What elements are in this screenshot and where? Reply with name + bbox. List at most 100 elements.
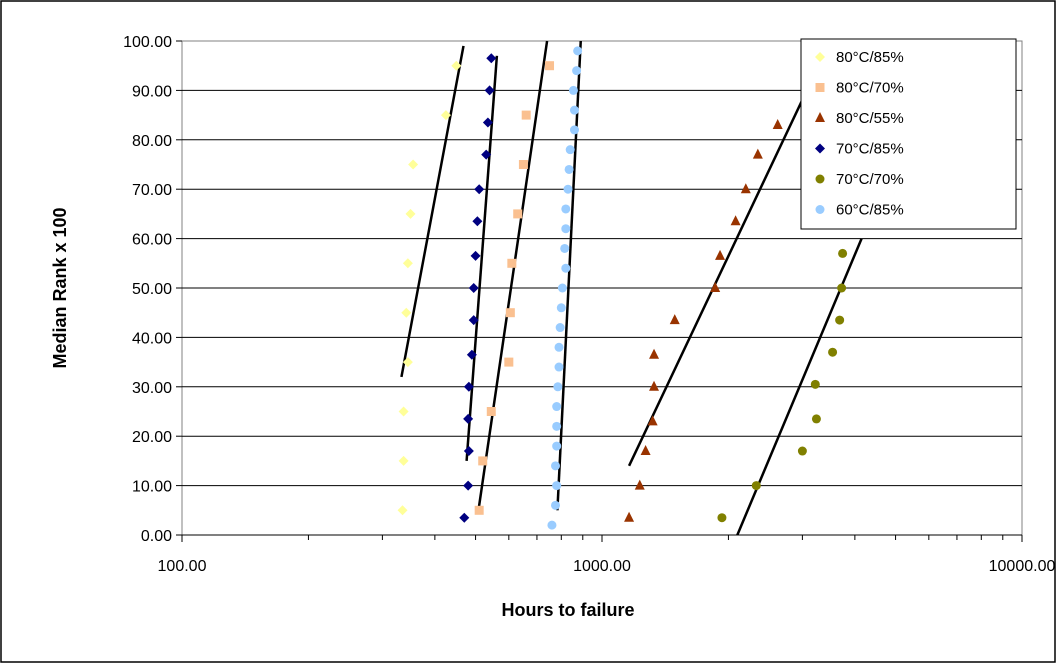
data-point	[486, 53, 497, 64]
fit-line	[400, 45, 465, 378]
data-point	[468, 315, 479, 326]
data-point	[482, 117, 493, 128]
legend-marker	[815, 143, 825, 154]
data-point	[552, 402, 562, 412]
data-point	[397, 505, 408, 516]
data-point	[797, 446, 807, 456]
data-point	[463, 381, 474, 392]
data-point	[835, 315, 845, 325]
data-point	[554, 362, 564, 372]
data-point	[545, 61, 555, 71]
y-tick-label: 30.00	[132, 380, 172, 397]
data-point	[398, 406, 409, 417]
data-point	[484, 85, 495, 96]
x-tick-label: 10000.00	[989, 558, 1056, 575]
data-point	[402, 357, 413, 368]
data-point	[837, 283, 847, 293]
data-point	[518, 160, 528, 169]
y-tick-label: 100.00	[123, 34, 172, 51]
x-tick-label: 1000.00	[573, 558, 631, 575]
y-tick-label: 70.00	[132, 182, 172, 199]
data-point	[810, 379, 820, 389]
data-point	[405, 208, 416, 219]
data-point	[552, 481, 562, 491]
data-point	[563, 184, 573, 194]
data-point	[640, 445, 651, 456]
data-point	[740, 183, 751, 194]
data-point	[551, 500, 561, 510]
y-tick-label: 80.00	[132, 133, 172, 150]
data-point	[521, 110, 531, 120]
data-point	[451, 60, 462, 71]
data-point	[459, 512, 470, 523]
data-point	[552, 421, 562, 431]
legend-box	[800, 38, 1017, 230]
data-point	[486, 407, 496, 416]
data-point	[565, 145, 575, 155]
data-point	[463, 413, 474, 424]
data-point	[463, 446, 474, 457]
data-point	[504, 357, 514, 367]
data-point	[556, 303, 566, 313]
x-tick-label: 100.00	[158, 558, 207, 575]
data-point	[568, 85, 578, 95]
legend-marker	[815, 52, 825, 62]
legend-label: 60°C/85%	[836, 202, 904, 219]
legend-label: 80°C/85%	[836, 49, 904, 66]
tick-layer: 0.00 10.00 20.00 30.00 40.00 50.00 60.00 70.00 8…	[123, 34, 1055, 575]
data-point	[557, 283, 567, 293]
y-tick-label: 40.00	[132, 330, 172, 347]
data-point	[573, 46, 583, 56]
point-layer	[397, 46, 848, 530]
legend-marker	[815, 174, 825, 184]
data-point	[634, 479, 645, 490]
data-point	[838, 248, 848, 258]
legend-label: 70°C/70%	[836, 171, 904, 188]
data-point	[402, 258, 413, 269]
data-point	[478, 456, 488, 466]
data-point	[552, 441, 562, 451]
data-point	[751, 481, 761, 491]
data-point	[470, 250, 481, 261]
data-point	[564, 164, 574, 174]
fit-line	[477, 40, 549, 511]
data-point	[730, 215, 741, 226]
y-tick-label: 90.00	[132, 83, 172, 100]
y-tick-label: 50.00	[132, 281, 172, 298]
data-point	[569, 125, 579, 135]
data-point	[507, 258, 517, 268]
data-point	[710, 282, 721, 292]
data-point	[463, 480, 474, 491]
data-point	[440, 110, 451, 121]
data-point	[466, 349, 477, 360]
legend-label: 80°C/55%	[836, 110, 904, 127]
data-point	[547, 520, 557, 530]
data-point	[647, 415, 658, 426]
data-point	[408, 159, 419, 170]
legend-label: 70°C/85%	[836, 141, 904, 158]
data-point	[555, 323, 565, 333]
data-point	[561, 204, 571, 214]
data-point	[553, 382, 563, 392]
data-point	[752, 148, 763, 159]
data-point	[572, 66, 582, 76]
fit-line	[627, 45, 830, 467]
legend-marker	[815, 112, 825, 122]
data-point	[468, 283, 479, 293]
data-point	[649, 348, 660, 359]
data-point	[649, 380, 660, 391]
data-point	[811, 414, 821, 424]
data-point	[513, 209, 523, 219]
data-point	[505, 308, 515, 318]
data-point	[472, 216, 483, 227]
data-point	[715, 249, 726, 260]
data-point	[717, 513, 727, 523]
data-point	[772, 118, 783, 129]
data-point	[474, 184, 485, 195]
y-tick-label: 0.00	[141, 528, 172, 545]
data-point	[560, 243, 570, 253]
data-point	[828, 347, 838, 357]
y-tick-label: 20.00	[132, 429, 172, 446]
